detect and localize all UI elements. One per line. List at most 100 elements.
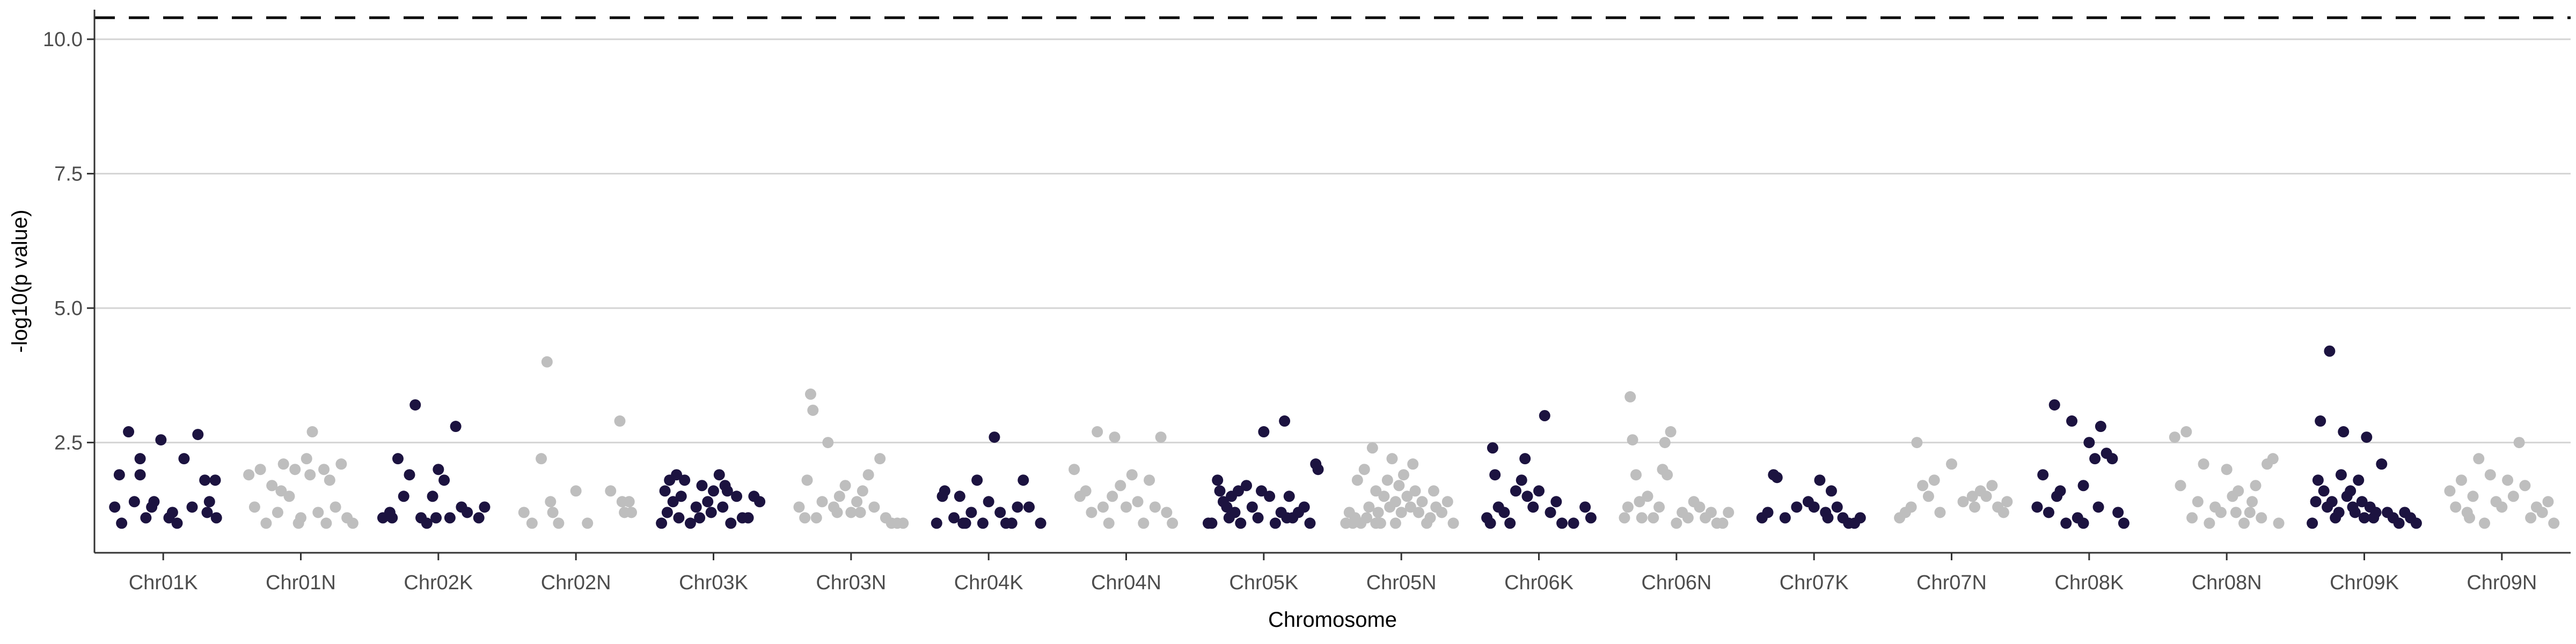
point-Chr04K-6 <box>965 507 977 518</box>
point-Chr06K-19 <box>1585 512 1597 524</box>
point-Chr05N-34 <box>1370 517 1382 529</box>
point-Chr02N-1 <box>526 517 538 529</box>
point-Chr05N-24 <box>1416 496 1428 508</box>
point-Chr04K-14 <box>1012 501 1023 513</box>
point-Chr04K-3 <box>948 512 960 524</box>
point-Chr08N-11 <box>2233 485 2244 497</box>
point-Chr05N-2 <box>1351 474 1363 486</box>
point-Chr02N-3 <box>541 356 553 368</box>
point-Chr08K-2 <box>2043 507 2054 518</box>
point-Chr01K-1 <box>116 517 128 529</box>
point-Chr03K-1 <box>659 485 671 497</box>
point-Chr01K-5 <box>140 512 152 524</box>
point-Chr05N-19 <box>1401 491 1413 502</box>
point-Chr01K-4 <box>134 453 146 465</box>
point-Chr06K-11 <box>1527 501 1539 513</box>
point-Chr06N-3 <box>1627 434 1638 446</box>
point-Chr09N-0 <box>2444 485 2456 497</box>
point-Chr01K-7 <box>155 434 167 446</box>
point-Chr08K-6 <box>2066 415 2078 427</box>
point-Chr06N-5 <box>1634 496 1645 508</box>
point-Chr08K-8 <box>2077 480 2089 492</box>
point-Chr01K-3 <box>128 496 140 508</box>
point-Chr09K-15 <box>2349 507 2361 518</box>
point-Chr04K-7 <box>971 474 983 486</box>
point-Chr07N-13 <box>1986 480 1998 492</box>
point-Chr03K-8 <box>679 474 691 486</box>
point-Chr04K-10 <box>989 431 1000 443</box>
point-Chr04N-13 <box>1144 474 1155 486</box>
point-Chr05K-10 <box>1246 501 1258 513</box>
point-Chr04N-14 <box>1149 501 1161 513</box>
point-Chr02K-8 <box>427 491 438 502</box>
point-Chr07K-1 <box>1762 507 1774 518</box>
point-Chr09K-4 <box>2318 485 2330 497</box>
point-Chr05N-33 <box>1347 517 1359 529</box>
point-Chr09N-1 <box>2450 501 2462 513</box>
point-Chr01N-12 <box>318 464 330 475</box>
point-Chr05N-27 <box>1428 485 1439 497</box>
point-Chr04K-0 <box>931 517 942 529</box>
point-Chr07N-6 <box>1928 474 1940 486</box>
point-Chr01N-10 <box>306 426 318 438</box>
point-Chr02K-9 <box>433 464 444 475</box>
point-Chr08N-15 <box>2256 512 2267 524</box>
point-Chr01N-15 <box>335 458 347 470</box>
y-axis-title: -log10(p value) <box>8 210 32 353</box>
x-tick-label-Chr02K: Chr02K <box>404 572 473 594</box>
point-Chr05N-18 <box>1397 469 1409 481</box>
point-Chr08N-20 <box>2246 496 2258 508</box>
point-Chr08K-9 <box>2083 437 2095 449</box>
point-Chr05K-8 <box>1235 517 1247 529</box>
point-Chr03N-21 <box>831 507 843 518</box>
point-Chr08N-2 <box>2180 426 2192 438</box>
y-axis-ticks: 2.5 5.0 7.5 10.0 <box>43 28 94 455</box>
point-Chr09N-10 <box>2502 474 2514 486</box>
point-Chr09K-10 <box>2335 469 2347 481</box>
point-Chr02N-13 <box>623 496 635 508</box>
point-Chr07K-7 <box>1808 501 1820 513</box>
x-tick-label-Chr09K: Chr09K <box>2330 572 2399 594</box>
x-axis-ticks: Chr01K Chr01N Chr02K Chr02N Chr03K Chr03N Chr0… <box>129 553 2537 594</box>
point-Chr08N-19 <box>2230 507 2242 518</box>
point-Chr08K-3 <box>2048 399 2060 411</box>
point-Chr09K-0 <box>2307 517 2318 529</box>
point-Chr01N-1 <box>254 464 266 475</box>
point-Chr07N-2 <box>1905 501 1917 513</box>
point-Chr02K-2 <box>392 453 404 465</box>
point-Chr05K-26 <box>1202 517 1214 529</box>
point-Chr04N-17 <box>1167 517 1179 529</box>
point-Chr03K-2 <box>661 507 673 518</box>
point-Chr08N-0 <box>2169 431 2180 443</box>
point-Chr03K-0 <box>656 517 668 529</box>
point-Chr06N-9 <box>1653 501 1665 513</box>
point-Chr07N-4 <box>1917 480 1929 492</box>
point-Chr05N-20 <box>1404 501 1416 513</box>
x-tick-label-Chr02N: Chr02N <box>541 572 611 594</box>
point-Chr09K-7 <box>2326 496 2338 508</box>
point-Chr01N-17 <box>347 517 358 529</box>
point-Chr08N-9 <box>2221 464 2233 475</box>
point-Chr02N-6 <box>553 517 565 529</box>
point-Chr01N-22 <box>243 469 255 481</box>
point-Chr09K-18 <box>2361 431 2373 443</box>
point-Chr06N-22 <box>1717 517 1729 529</box>
point-Chr04N-12 <box>1138 517 1150 529</box>
point-Chr09N-5 <box>2473 453 2485 465</box>
point-Chr04N-0 <box>1069 464 1080 475</box>
point-Chr05N-29 <box>1436 507 1448 518</box>
point-Chr01K-10 <box>178 453 190 465</box>
x-tick-label-Chr08N: Chr08N <box>2192 572 2262 594</box>
point-Chr06N-8 <box>1648 512 1659 524</box>
point-Chr03N-22 <box>854 507 866 518</box>
point-Chr04N-18 <box>1107 491 1118 502</box>
point-Chr09K-13 <box>2345 485 2357 497</box>
point-Chr07N-3 <box>1911 437 1923 449</box>
point-Chr06K-13 <box>1539 409 1550 421</box>
point-Chr04N-4 <box>1092 426 1103 438</box>
point-Chr09K-1 <box>2310 496 2322 508</box>
point-Chr06N-7 <box>1642 491 1653 502</box>
point-Chr01K-2 <box>123 426 135 438</box>
point-Chr01K-20 <box>166 507 178 518</box>
point-Chr05K-15 <box>1269 517 1281 529</box>
